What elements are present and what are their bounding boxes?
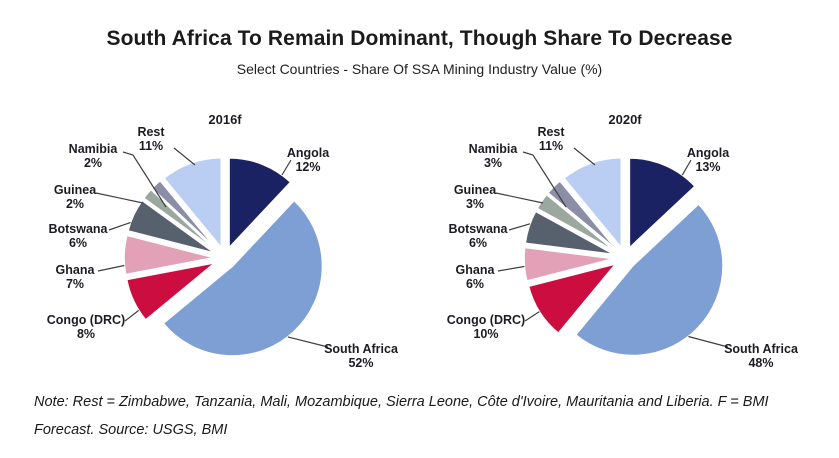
leader-line-rest: [173, 147, 196, 166]
pie-slice-namibia: [150, 179, 219, 251]
pie-slice-south-africa: [162, 199, 324, 357]
pie-slice-congo-drc: [527, 262, 618, 335]
pie-label-botswana: Botswana 6%: [48, 222, 108, 250]
pie-slices: [123, 156, 324, 357]
leader-lines: [495, 147, 729, 348]
pie-slices: [523, 156, 724, 357]
leader-line-south-africa: [287, 336, 329, 348]
pie-label-rest: Rest 11%: [537, 125, 565, 153]
pie-slice-botswana: [524, 210, 615, 256]
slice-labels: Angola 12% South Africa 52% Congo (DRC) 8% Gha…: [47, 125, 399, 370]
pie-slice-rest: [162, 156, 223, 250]
pie-label-angola: Angola 12%: [287, 146, 330, 174]
pie-slice-angola: [228, 156, 292, 250]
pie-label-ghana: Ghana 6%: [456, 263, 496, 291]
pie-label-namibia: Namibia 2%: [69, 142, 119, 170]
pie-slice-south-africa: [574, 202, 724, 357]
pie-slice-guinea: [535, 193, 617, 253]
pie-slice-rest: [562, 156, 623, 250]
leader-lines: [95, 147, 329, 348]
pie-chart-2020f: Angola 13% South Africa 48% Congo (DRC) 10% Gh…: [447, 112, 799, 370]
pie-slice-guinea: [142, 188, 218, 252]
leader-line-rest: [573, 147, 596, 166]
leader-line-guinea: [495, 192, 544, 204]
chart-title-2020f: 2020f: [608, 112, 642, 127]
pie-slice-botswana: [126, 199, 216, 255]
leader-line-botswana: [108, 221, 131, 231]
figure-title: South Africa To Remain Dominant, Though …: [106, 27, 733, 50]
pie-label-botswana: Botswana 6%: [448, 222, 508, 250]
leader-line-ghana: [497, 265, 525, 272]
pie-label-namibia: Namibia 3%: [469, 142, 519, 170]
pie-label-guinea: Guinea 3%: [454, 183, 497, 211]
pie-label-south-africa: South Africa 52%: [324, 342, 399, 370]
chart-title-2016f: 2016f: [208, 112, 242, 127]
pie-chart-2016f: Angola 12% South Africa 52% Congo (DRC) 8% Gha…: [47, 112, 399, 370]
leader-line-angola: [681, 159, 692, 176]
leader-line-congo-drc: [524, 311, 540, 322]
slice-labels: Angola 13% South Africa 48% Congo (DRC) 10% Gh…: [447, 125, 799, 370]
figure-subtitle: Select Countries - Share Of SSA Mining I…: [236, 61, 603, 77]
leader-line-congo-drc: [124, 309, 140, 322]
pie-slice-angola: [628, 157, 697, 250]
leader-line-namibia: [122, 151, 167, 208]
pie-label-guinea: Guinea 2%: [54, 183, 97, 211]
figure-note: Note: Rest = Zimbabwe, Tanzania, Mali, M…: [34, 394, 769, 439]
pie-label-congo-drc: Congo (DRC) 10%: [447, 313, 525, 341]
leader-line-namibia: [522, 151, 567, 208]
pie-label-rest: Rest 11%: [137, 125, 165, 153]
leader-line-south-africa: [688, 335, 729, 348]
pie-slice-ghana: [123, 234, 215, 276]
leader-line-ghana: [97, 264, 125, 272]
pie-label-angola: Angola 13%: [687, 146, 730, 174]
pie-slice-ghana: [523, 246, 615, 283]
pie-slice-congo-drc: [125, 261, 216, 322]
leader-line-botswana: [508, 223, 531, 231]
pie-label-ghana: Ghana 7%: [56, 263, 96, 291]
leader-line-angola: [281, 159, 292, 176]
pie-label-south-africa: South Africa 48%: [724, 342, 799, 370]
leader-line-guinea: [95, 192, 144, 204]
pie-label-congo-drc: Congo (DRC) 8%: [47, 313, 125, 341]
